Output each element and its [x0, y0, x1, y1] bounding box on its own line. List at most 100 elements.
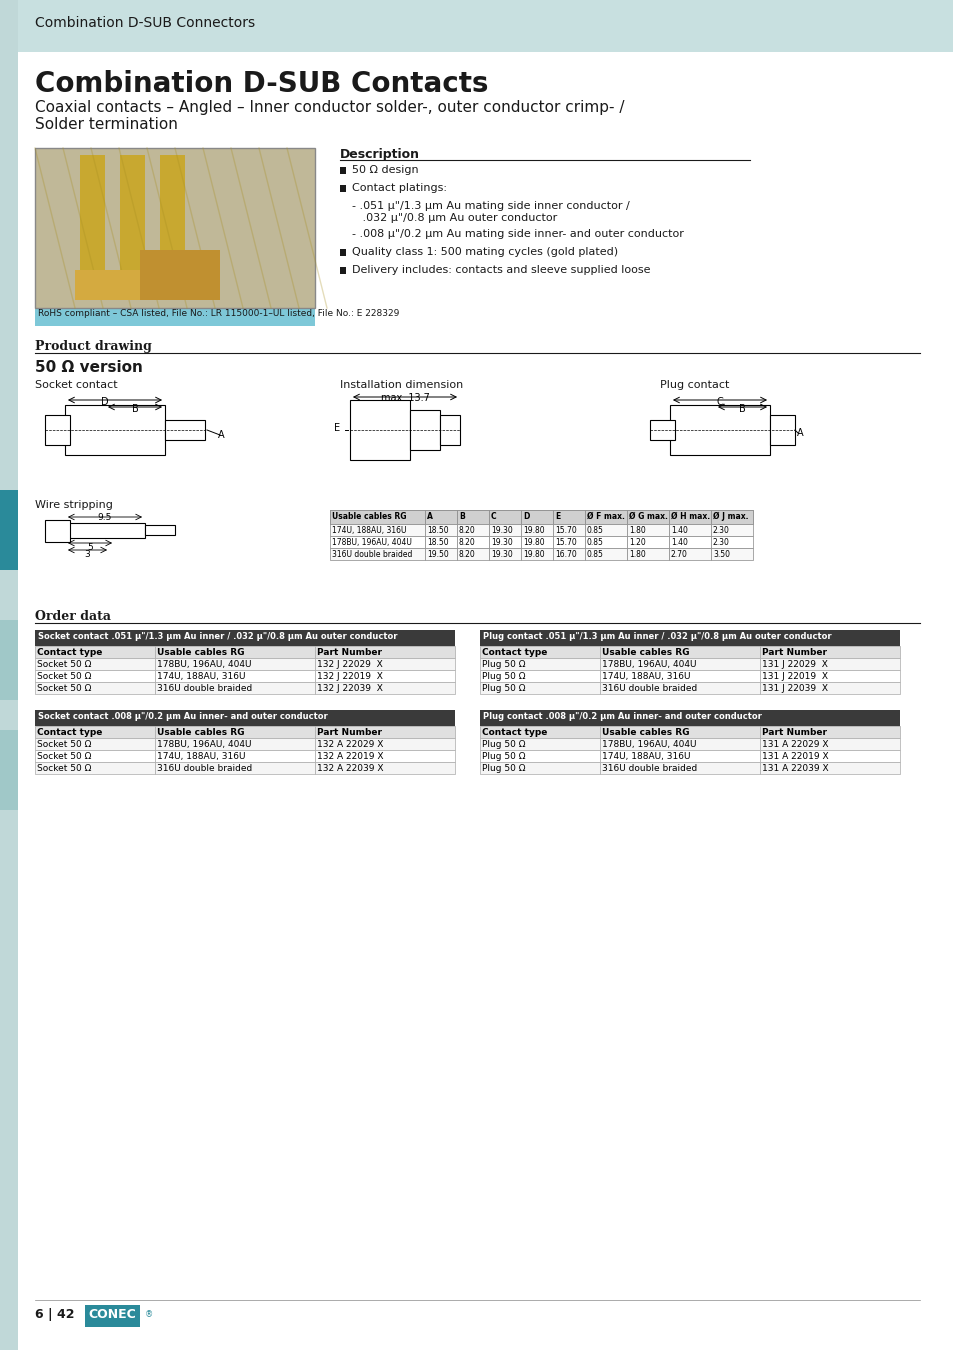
Text: 9.5: 9.5: [98, 513, 112, 522]
Text: 19.80: 19.80: [522, 549, 544, 559]
Text: Wire stripping: Wire stripping: [35, 500, 112, 510]
Bar: [45, 414, 70, 446]
Bar: [35, 761, 154, 774]
Text: 8.20: 8.20: [458, 549, 476, 559]
Bar: [479, 738, 599, 751]
Bar: [330, 536, 424, 548]
Bar: [35, 630, 455, 647]
Text: 6 | 42: 6 | 42: [35, 1308, 74, 1322]
Text: 2.30: 2.30: [712, 539, 729, 547]
Bar: [668, 536, 710, 548]
Text: Plug 50 Ω: Plug 50 Ω: [481, 752, 525, 761]
Bar: [479, 710, 899, 726]
Bar: [479, 630, 899, 647]
Bar: [553, 524, 584, 536]
Text: Socket 50 Ω: Socket 50 Ω: [37, 764, 91, 774]
Text: Product drawing: Product drawing: [35, 340, 152, 352]
Text: RoHS compliant – CSA listed, File No.: LR 115000-1–UL listed, File No.: E 228329: RoHS compliant – CSA listed, File No.: L…: [38, 309, 399, 319]
Text: 178BU, 196AU, 404U: 178BU, 196AU, 404U: [157, 660, 252, 670]
Text: Socket 50 Ω: Socket 50 Ω: [37, 740, 91, 749]
Text: CONEC: CONEC: [88, 1308, 135, 1322]
Bar: [0, 730, 18, 810]
Text: C: C: [491, 512, 497, 521]
Bar: [710, 548, 752, 560]
Bar: [45, 520, 70, 541]
Bar: [710, 510, 752, 524]
Text: Ø H max.: Ø H max.: [670, 512, 709, 521]
Bar: [626, 510, 668, 524]
Bar: [760, 751, 899, 761]
Text: B: B: [458, 512, 464, 521]
Bar: [145, 525, 174, 535]
Text: 0.85: 0.85: [586, 549, 603, 559]
Text: 316U double braided: 316U double braided: [157, 764, 252, 774]
Bar: [760, 670, 899, 682]
Text: Contact type: Contact type: [37, 728, 102, 737]
Text: Quality class 1: 500 mating cycles (gold plated): Quality class 1: 500 mating cycles (gold…: [352, 247, 618, 256]
Bar: [35, 738, 154, 751]
Text: - .051 μ"/1.3 μm Au mating side inner conductor /
   .032 μ"/0.8 μm Au outer con: - .051 μ"/1.3 μm Au mating side inner co…: [352, 201, 629, 223]
Bar: [489, 524, 520, 536]
Text: 178BU, 196AU, 404U: 178BU, 196AU, 404U: [332, 539, 412, 547]
Bar: [0, 490, 18, 570]
Bar: [760, 738, 899, 751]
Bar: [154, 657, 314, 670]
Text: Usable cables RG: Usable cables RG: [601, 728, 689, 737]
Bar: [668, 548, 710, 560]
Bar: [140, 250, 220, 300]
Bar: [35, 726, 455, 738]
Text: Order data: Order data: [35, 610, 111, 622]
Bar: [489, 510, 520, 524]
Bar: [520, 536, 553, 548]
Text: 19.30: 19.30: [491, 549, 512, 559]
Text: 18.50: 18.50: [427, 526, 448, 535]
Bar: [314, 657, 455, 670]
Bar: [584, 548, 626, 560]
Bar: [339, 267, 346, 274]
Text: Contact platings:: Contact platings:: [352, 184, 447, 193]
Text: Plug contact .008 μ"/0.2 μm Au inner- and outer conductor: Plug contact .008 μ"/0.2 μm Au inner- an…: [482, 711, 761, 721]
Text: Plug 50 Ω: Plug 50 Ω: [481, 672, 525, 680]
Text: 132 J 22039  X: 132 J 22039 X: [316, 684, 382, 693]
Text: A: A: [218, 431, 224, 440]
Text: 3.50: 3.50: [712, 549, 729, 559]
Text: 50 Ω design: 50 Ω design: [352, 165, 418, 176]
Bar: [0, 0, 953, 53]
Text: 316U double braided: 316U double braided: [601, 764, 697, 774]
Text: Contact type: Contact type: [481, 728, 547, 737]
Text: max. 13.7: max. 13.7: [380, 393, 429, 404]
Text: 8.20: 8.20: [458, 526, 476, 535]
Bar: [85, 1305, 140, 1327]
Text: 174U, 188AU, 316U: 174U, 188AU, 316U: [601, 672, 690, 680]
Bar: [160, 155, 185, 300]
Bar: [339, 167, 346, 174]
Text: 131 J 22039  X: 131 J 22039 X: [761, 684, 827, 693]
Text: 178BU, 196AU, 404U: 178BU, 196AU, 404U: [601, 740, 696, 749]
Text: Contact type: Contact type: [37, 648, 102, 657]
Bar: [339, 185, 346, 192]
Text: Usable cables RG: Usable cables RG: [157, 648, 244, 657]
Bar: [154, 761, 314, 774]
Text: Plug contact: Plug contact: [659, 379, 729, 390]
Text: Socket 50 Ω: Socket 50 Ω: [37, 660, 91, 670]
Text: Ø F max.: Ø F max.: [586, 512, 624, 521]
Text: D: D: [522, 512, 529, 521]
Text: 316U double braided: 316U double braided: [332, 549, 412, 559]
Text: 19.80: 19.80: [522, 539, 544, 547]
Bar: [479, 751, 599, 761]
Bar: [520, 510, 553, 524]
Bar: [154, 647, 314, 657]
Bar: [599, 761, 760, 774]
Bar: [80, 155, 105, 300]
Text: 18.50: 18.50: [427, 539, 448, 547]
Bar: [120, 155, 145, 300]
Bar: [165, 420, 205, 440]
Bar: [330, 510, 752, 524]
Bar: [479, 647, 899, 657]
Bar: [330, 524, 424, 536]
Text: Installation dimension: Installation dimension: [339, 379, 463, 390]
Bar: [479, 670, 599, 682]
Text: 316U double braided: 316U double braided: [157, 684, 252, 693]
Bar: [314, 670, 455, 682]
Text: 131 A 22039 X: 131 A 22039 X: [761, 764, 828, 774]
